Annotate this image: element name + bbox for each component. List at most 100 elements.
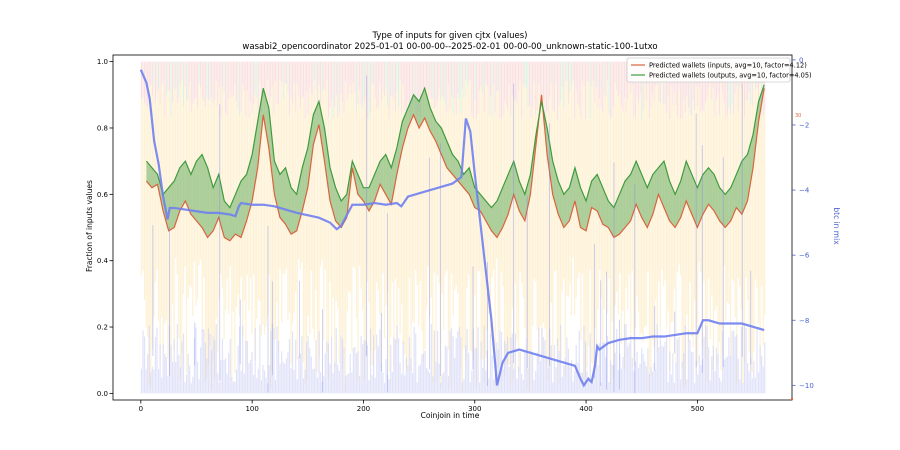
stripe-top [329,61,331,108]
stripe-top [514,61,517,99]
stripe-low [700,365,702,394]
stripe-body [304,118,306,385]
stripe-low [602,342,604,394]
stripe-top [415,61,417,109]
stripe-top [189,61,191,83]
stripe-body [675,104,677,366]
stripe-top [531,61,534,108]
stripe-low [536,352,538,394]
stripe-low [327,343,330,394]
stripe-low [499,329,501,394]
stripe-low [419,364,421,394]
stripe-body [449,109,451,388]
stripe-body [740,89,742,310]
stripe-low [651,371,654,394]
stripe-top [489,61,492,97]
stripe-body [457,93,459,294]
stripe-body [332,118,334,298]
stripe-body [613,105,615,378]
y-tick-label: 0.4 [97,257,109,265]
stripe-top [276,61,278,105]
stripe-low [477,327,479,394]
stripe-body [517,90,520,373]
stripe-body [426,89,428,308]
stripe-low [288,338,291,394]
stripe-low [332,372,334,394]
stripe-low [566,337,568,394]
stripe-body [223,91,225,339]
stripe-body [753,79,755,352]
series-line-inputs [145,88,765,242]
stripe-low [617,369,619,394]
stripe-top [455,61,457,115]
stripe-top [291,61,294,105]
stripe-low [461,382,464,394]
stripe-top [586,61,588,81]
stripe-body [720,83,722,371]
stripe-low [574,370,576,394]
stripe-body [299,108,301,269]
stripe-body [267,79,269,317]
stripe-low [740,327,742,394]
stripe-body [427,104,429,267]
stripe-body [239,115,241,317]
stripe-top [306,61,308,92]
stripe-body [365,95,367,357]
stripe-low [644,361,646,394]
stripe-body [500,118,503,273]
stripe-top [424,61,426,90]
stripe-low [714,371,716,394]
stripe-low [739,379,741,394]
stripe-low [631,358,633,394]
x-tick-label: 300 [468,405,481,413]
stripe-body [419,117,421,282]
stripe-body [503,100,506,378]
stripe-body [729,114,732,358]
stripe-low [645,366,647,394]
stripe-body [711,99,713,296]
stripe-low [670,374,672,394]
stripe-low [647,348,649,394]
stripe-top [464,61,467,80]
stripe-low [681,361,683,394]
stripe-top [176,61,178,104]
stripe-top [605,61,607,97]
stripe-low [186,374,188,394]
stripe-top [383,61,386,96]
stripe-body [171,101,174,305]
x-axis-label: Coinjoin in time [421,411,480,420]
stripe-body [709,81,711,339]
stripe-body [321,91,323,260]
stripe-body [703,110,705,282]
stripe-body [363,102,365,382]
stripe-body [577,103,579,278]
stripe-top [508,61,510,86]
stripe-top [228,61,230,100]
stripe-low [383,383,386,394]
stripe-low [223,359,225,394]
stripe-body [628,83,630,276]
stripe-low [736,334,738,394]
y2-axis-ticks: 0 −2 −4 −6 −8 −10 30 [791,56,814,400]
stripe-top [355,61,358,114]
stripe-body [206,97,208,379]
stripe-low [444,345,446,394]
stripe-body [438,88,440,284]
stripe-body [650,107,652,377]
stripe-top [507,61,509,109]
stripe-top [182,61,185,107]
stripe-low [214,340,216,394]
stripe-body [391,96,393,283]
stripe-top [761,61,763,113]
stripe-low [541,327,543,394]
stripe-low [483,325,485,394]
stripe-top [270,61,272,97]
stripe-top [469,61,471,81]
stripe-low [363,340,365,394]
stripe-top [703,61,705,111]
stripe-body [541,102,543,356]
stripe-low [672,353,674,394]
stripe-top [581,61,584,82]
stripe-top [553,61,555,112]
